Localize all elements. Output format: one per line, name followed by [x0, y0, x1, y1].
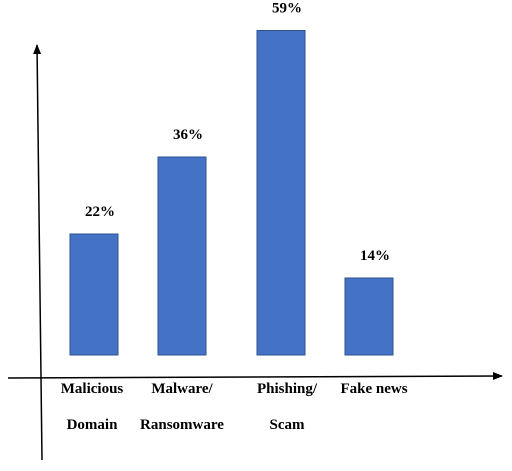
x-tick-label: Fake news [340, 381, 407, 397]
value-label: 36% [173, 127, 203, 143]
x-tick-label: Malware/ [151, 381, 213, 397]
value-label: 14% [360, 248, 390, 264]
x-tick-label: Phishing/ [257, 381, 318, 397]
bar [344, 277, 394, 356]
bar [69, 233, 119, 356]
x-tick-label: Malicious [61, 381, 124, 397]
value-label: 59% [272, 1, 302, 17]
x-tick-label: Ransomware [140, 417, 224, 433]
x-tick-label: Domain [67, 417, 118, 433]
bar [256, 30, 306, 356]
x-tick-label: Scam [270, 417, 306, 433]
y-axis [33, 44, 43, 461]
x-axis [7, 372, 503, 381]
bar [157, 156, 207, 356]
plot-area: 22% Malicious Domain 36% Malware/Ransomware 5… [61, 1, 408, 434]
value-label: 22% [85, 204, 115, 220]
